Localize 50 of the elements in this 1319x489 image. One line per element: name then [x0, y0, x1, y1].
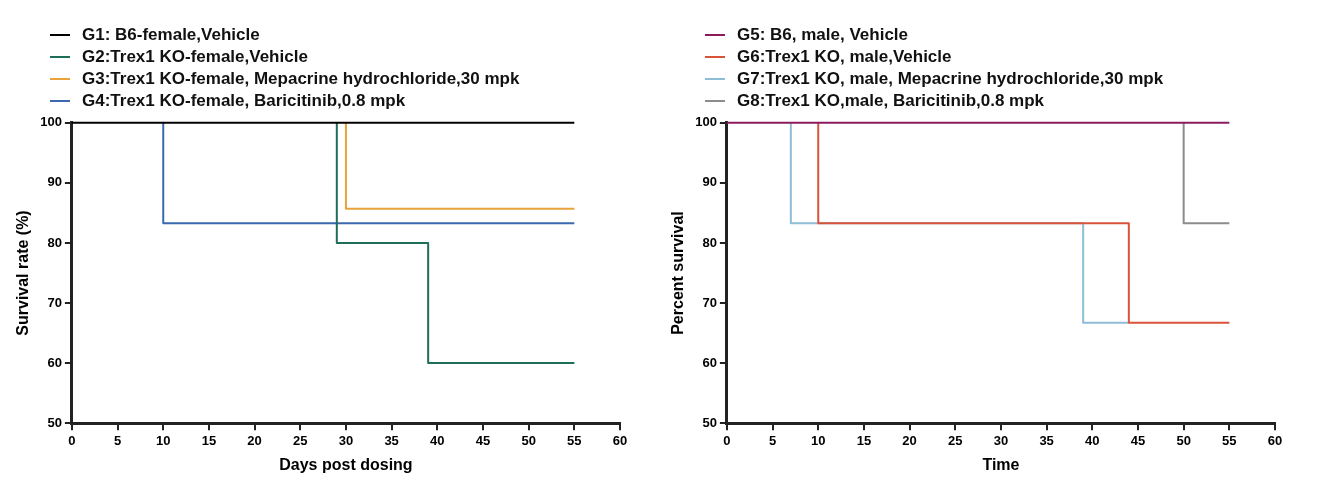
y-tick-label: 80	[47, 234, 62, 250]
x-tick-label: 40	[1085, 432, 1100, 448]
x-tick-label: 15	[201, 432, 217, 448]
x-tick-label: 35	[1039, 432, 1054, 448]
x-tick-label: 35	[384, 432, 399, 448]
x-tick-label: 40	[430, 432, 445, 448]
x-axis-title: Time	[982, 455, 1020, 473]
y-tick-label: 70	[702, 294, 717, 310]
y-tick-label: 70	[47, 294, 62, 310]
legend-label: G3:Trex1 KO-female, Mepacrine hydrochloride,30 mpk	[82, 69, 520, 89]
x-tick-label: 5	[113, 432, 122, 448]
x-tick-label: 45	[1130, 432, 1146, 448]
x-tick-label: 30	[993, 432, 1009, 448]
y-axis-title: Percent survival	[669, 211, 687, 335]
x-tick-label: 5	[768, 432, 777, 448]
x-tick-label: 20	[902, 432, 917, 448]
x-tick-label: 15	[856, 432, 872, 448]
legend-label: G2:Trex1 KO-female,Vehicle	[82, 47, 308, 67]
x-tick-label: 60	[612, 432, 628, 448]
x-tick-label: 0	[723, 432, 731, 448]
x-tick-label: 50	[521, 432, 536, 448]
y-tick-label: 50	[47, 414, 62, 430]
y-axis-title: Survival rate (%)	[14, 210, 32, 336]
x-tick-label: 60	[1267, 432, 1283, 448]
y-tick-label: 50	[702, 414, 717, 430]
x-tick-label: 55	[567, 432, 582, 448]
x-tick-label: 25	[293, 432, 308, 448]
x-tick-label: 30	[338, 432, 354, 448]
legend-label: G5: B6, male, Vehicle	[737, 25, 909, 45]
x-tick-label: 45	[475, 432, 491, 448]
y-tick-label: 80	[702, 234, 717, 250]
legend-label: G7:Trex1 KO, male, Mepacrine hydrochloride,30 mpk	[737, 69, 1164, 89]
x-tick-label: 0	[68, 432, 76, 448]
x-tick-label: 50	[1176, 432, 1191, 448]
legend-label: G8:Trex1 KO,male, Baricitinib,0.8 mpk	[737, 91, 1045, 111]
y-tick-label: 90	[47, 174, 62, 190]
y-tick-label: 100	[40, 114, 62, 130]
x-tick-label: 25	[948, 432, 963, 448]
x-tick-label: 20	[247, 432, 262, 448]
legend-label: G6:Trex1 KO, male,Vehicle	[737, 47, 952, 67]
legend-label: G1: B6-female,Vehicle	[82, 25, 260, 45]
legend-label: G4:Trex1 KO-female, Baricitinib,0.8 mpk	[82, 91, 406, 111]
y-tick-label: 100	[695, 114, 717, 130]
y-tick-label: 60	[702, 354, 717, 370]
x-tick-label: 10	[156, 432, 171, 448]
x-axis-title: Days post dosing	[279, 455, 413, 473]
y-tick-label: 60	[47, 354, 62, 370]
y-tick-label: 90	[702, 174, 717, 190]
x-tick-label: 10	[811, 432, 826, 448]
x-tick-label: 55	[1222, 432, 1237, 448]
